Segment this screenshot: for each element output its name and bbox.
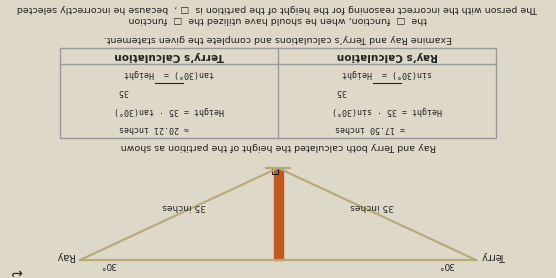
Text: 35 inches: 35 inches: [350, 202, 394, 210]
Text: Terry’s Calculation: Terry’s Calculation: [114, 51, 224, 61]
Text: tan(30°) =  Height: tan(30°) = Height: [124, 69, 214, 78]
Text: Ray: Ray: [56, 251, 74, 261]
Text: 30°: 30°: [438, 260, 454, 269]
Bar: [60, 48, 496, 138]
Text: Examine Ray and Terry’s calculations and complete the given statement.: Examine Ray and Terry’s calculations and…: [104, 34, 452, 43]
Text: 35: 35: [337, 87, 437, 96]
Text: Ray and Terry both calculated the height of the partition as shown: Ray and Terry both calculated the height…: [121, 142, 435, 150]
Text: ↩: ↩: [10, 265, 22, 278]
Text: 30°: 30°: [100, 260, 116, 269]
Text: sin(30°) =  Height: sin(30°) = Height: [342, 69, 432, 78]
Text: Height = 35 · sin(30°): Height = 35 · sin(30°): [332, 106, 442, 115]
Text: Terry: Terry: [482, 251, 506, 261]
Text: Ray’s Calculation: Ray’s Calculation: [336, 51, 438, 61]
Text: the  □  function, when he should have utilized the  □  function: the □ function, when he should have util…: [129, 16, 427, 24]
Text: = 17.50 inches: = 17.50 inches: [335, 124, 439, 133]
Bar: [272, 168, 278, 174]
Text: The person with the incorrect reasoning for the height of the partition is  □ , : The person with the incorrect reasoning …: [17, 4, 539, 13]
Bar: [274, 168, 282, 260]
Text: 35: 35: [119, 87, 219, 96]
Text: ≈ 20.21 inches: ≈ 20.21 inches: [119, 124, 219, 133]
Text: 35 inches: 35 inches: [162, 202, 206, 210]
Text: Height = 35 · tan(30°): Height = 35 · tan(30°): [114, 106, 224, 115]
